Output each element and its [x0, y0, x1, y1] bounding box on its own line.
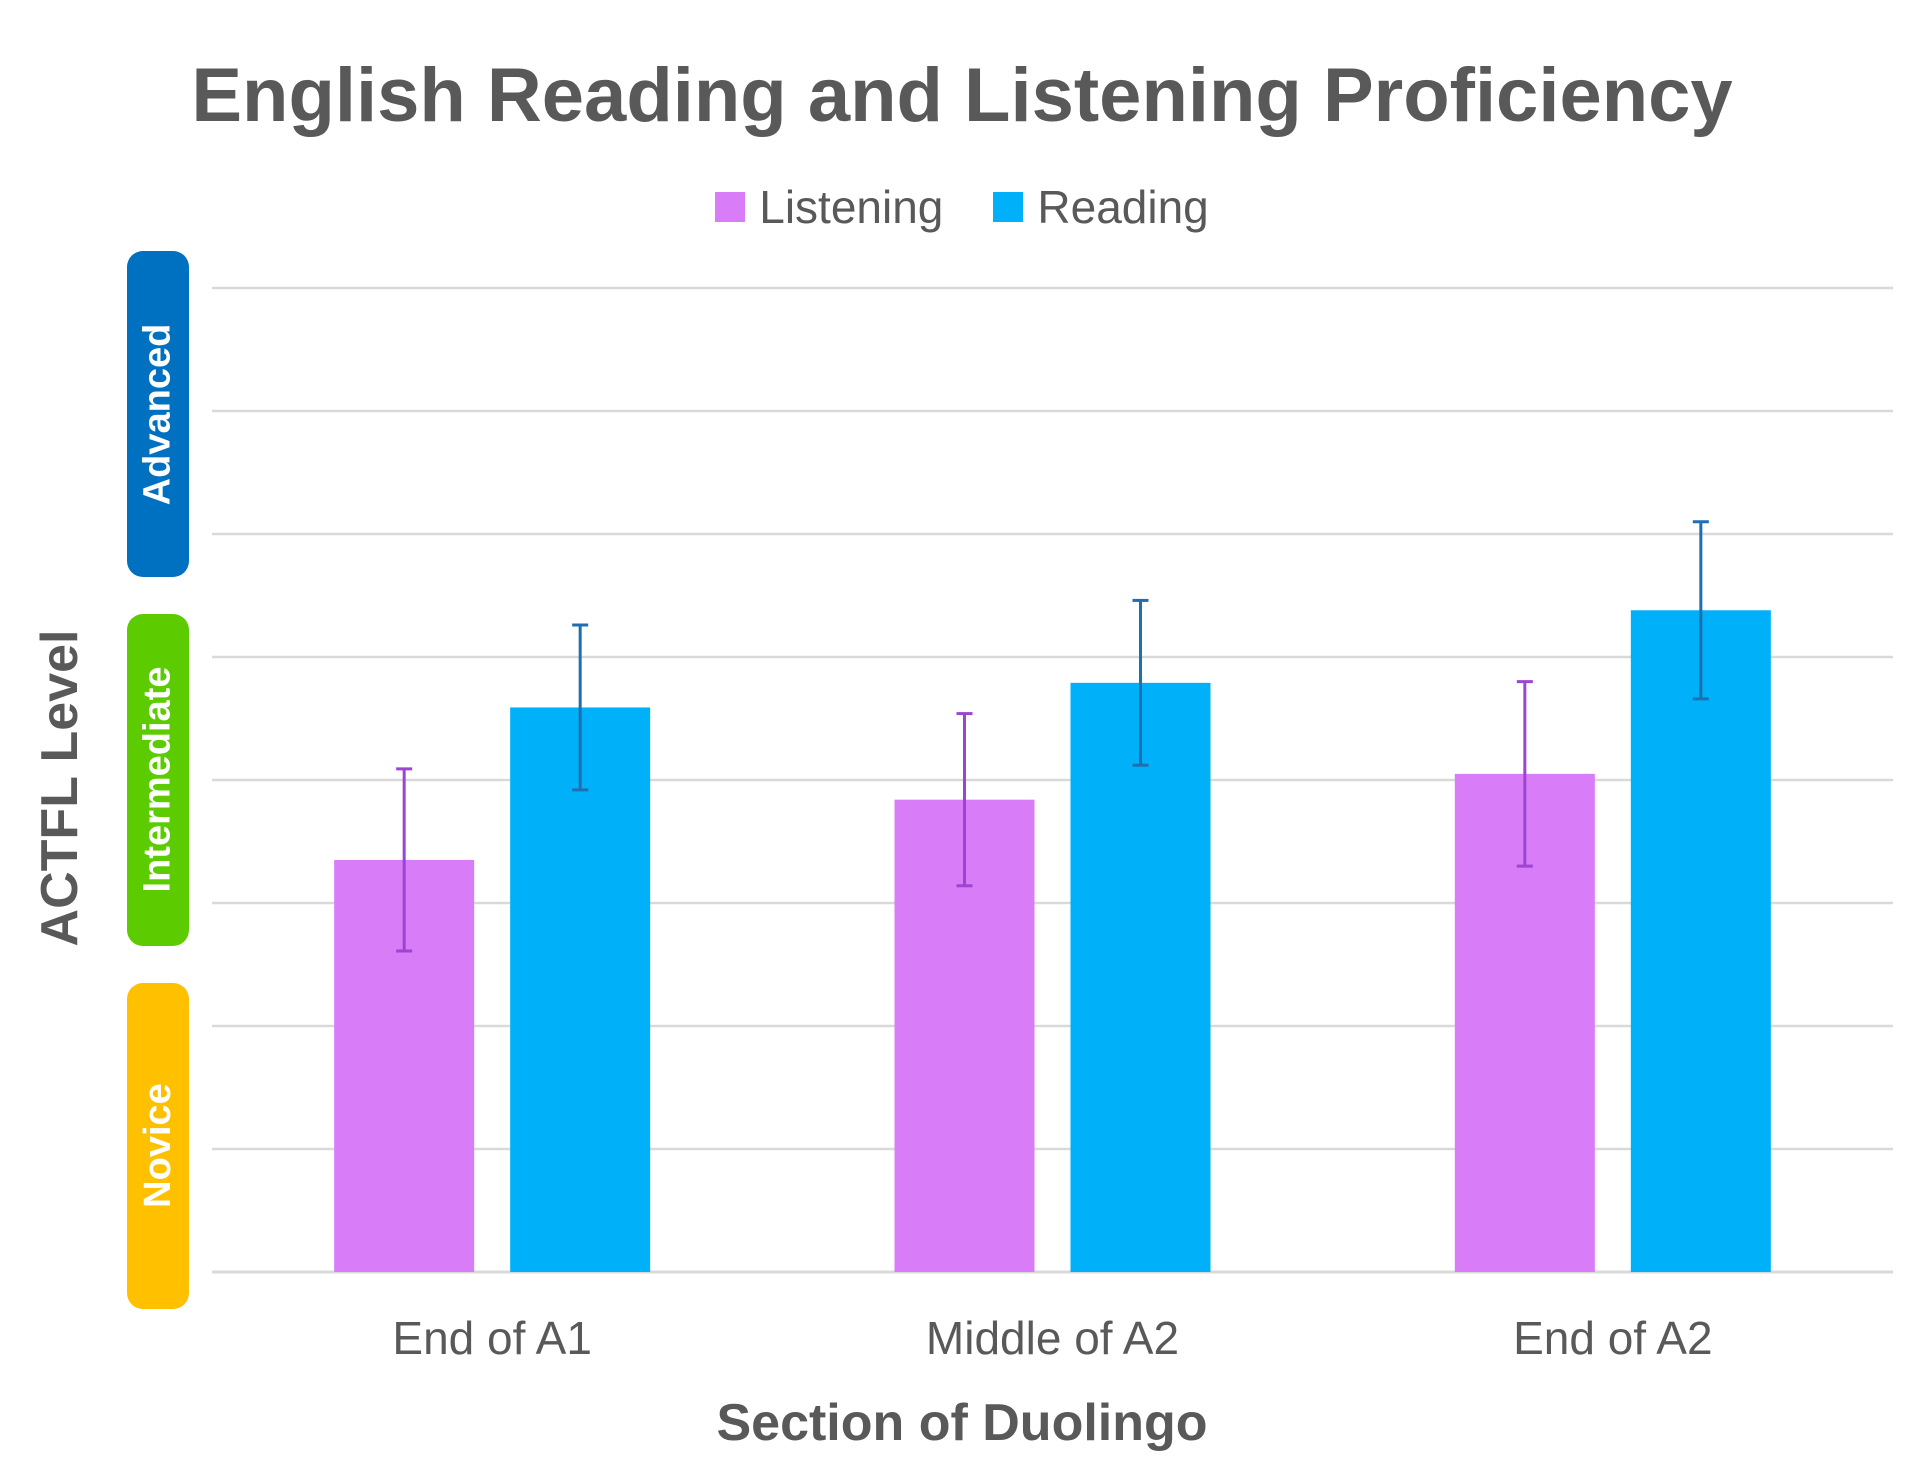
legend-label-listening: Listening: [759, 181, 944, 233]
legend-item-listening: Listening: [715, 180, 943, 234]
x-tick-label: End of A1: [392, 1312, 592, 1364]
bar-reading-1: [510, 707, 651, 1272]
band-novice: Novice: [127, 982, 189, 1309]
x-tick-label: End of A2: [1513, 1312, 1713, 1364]
bar-reading-2: [1070, 682, 1211, 1272]
chart-title: English Reading and Listening Proficienc…: [191, 53, 1733, 138]
x-axis-label: Section of Duolingo: [716, 1394, 1208, 1452]
legend-label-reading: Reading: [1037, 181, 1209, 233]
x-tick-label: Middle of A2: [926, 1312, 1179, 1364]
legend: Listening Reading: [0, 180, 1924, 234]
legend-swatch-listening: [715, 192, 746, 222]
bar-reading-3: [1630, 610, 1771, 1272]
band-intermediate: Intermediate: [127, 613, 189, 947]
band-advanced: Advanced: [127, 251, 189, 578]
legend-item-reading: Reading: [993, 180, 1209, 234]
legend-swatch-reading: [993, 192, 1024, 222]
